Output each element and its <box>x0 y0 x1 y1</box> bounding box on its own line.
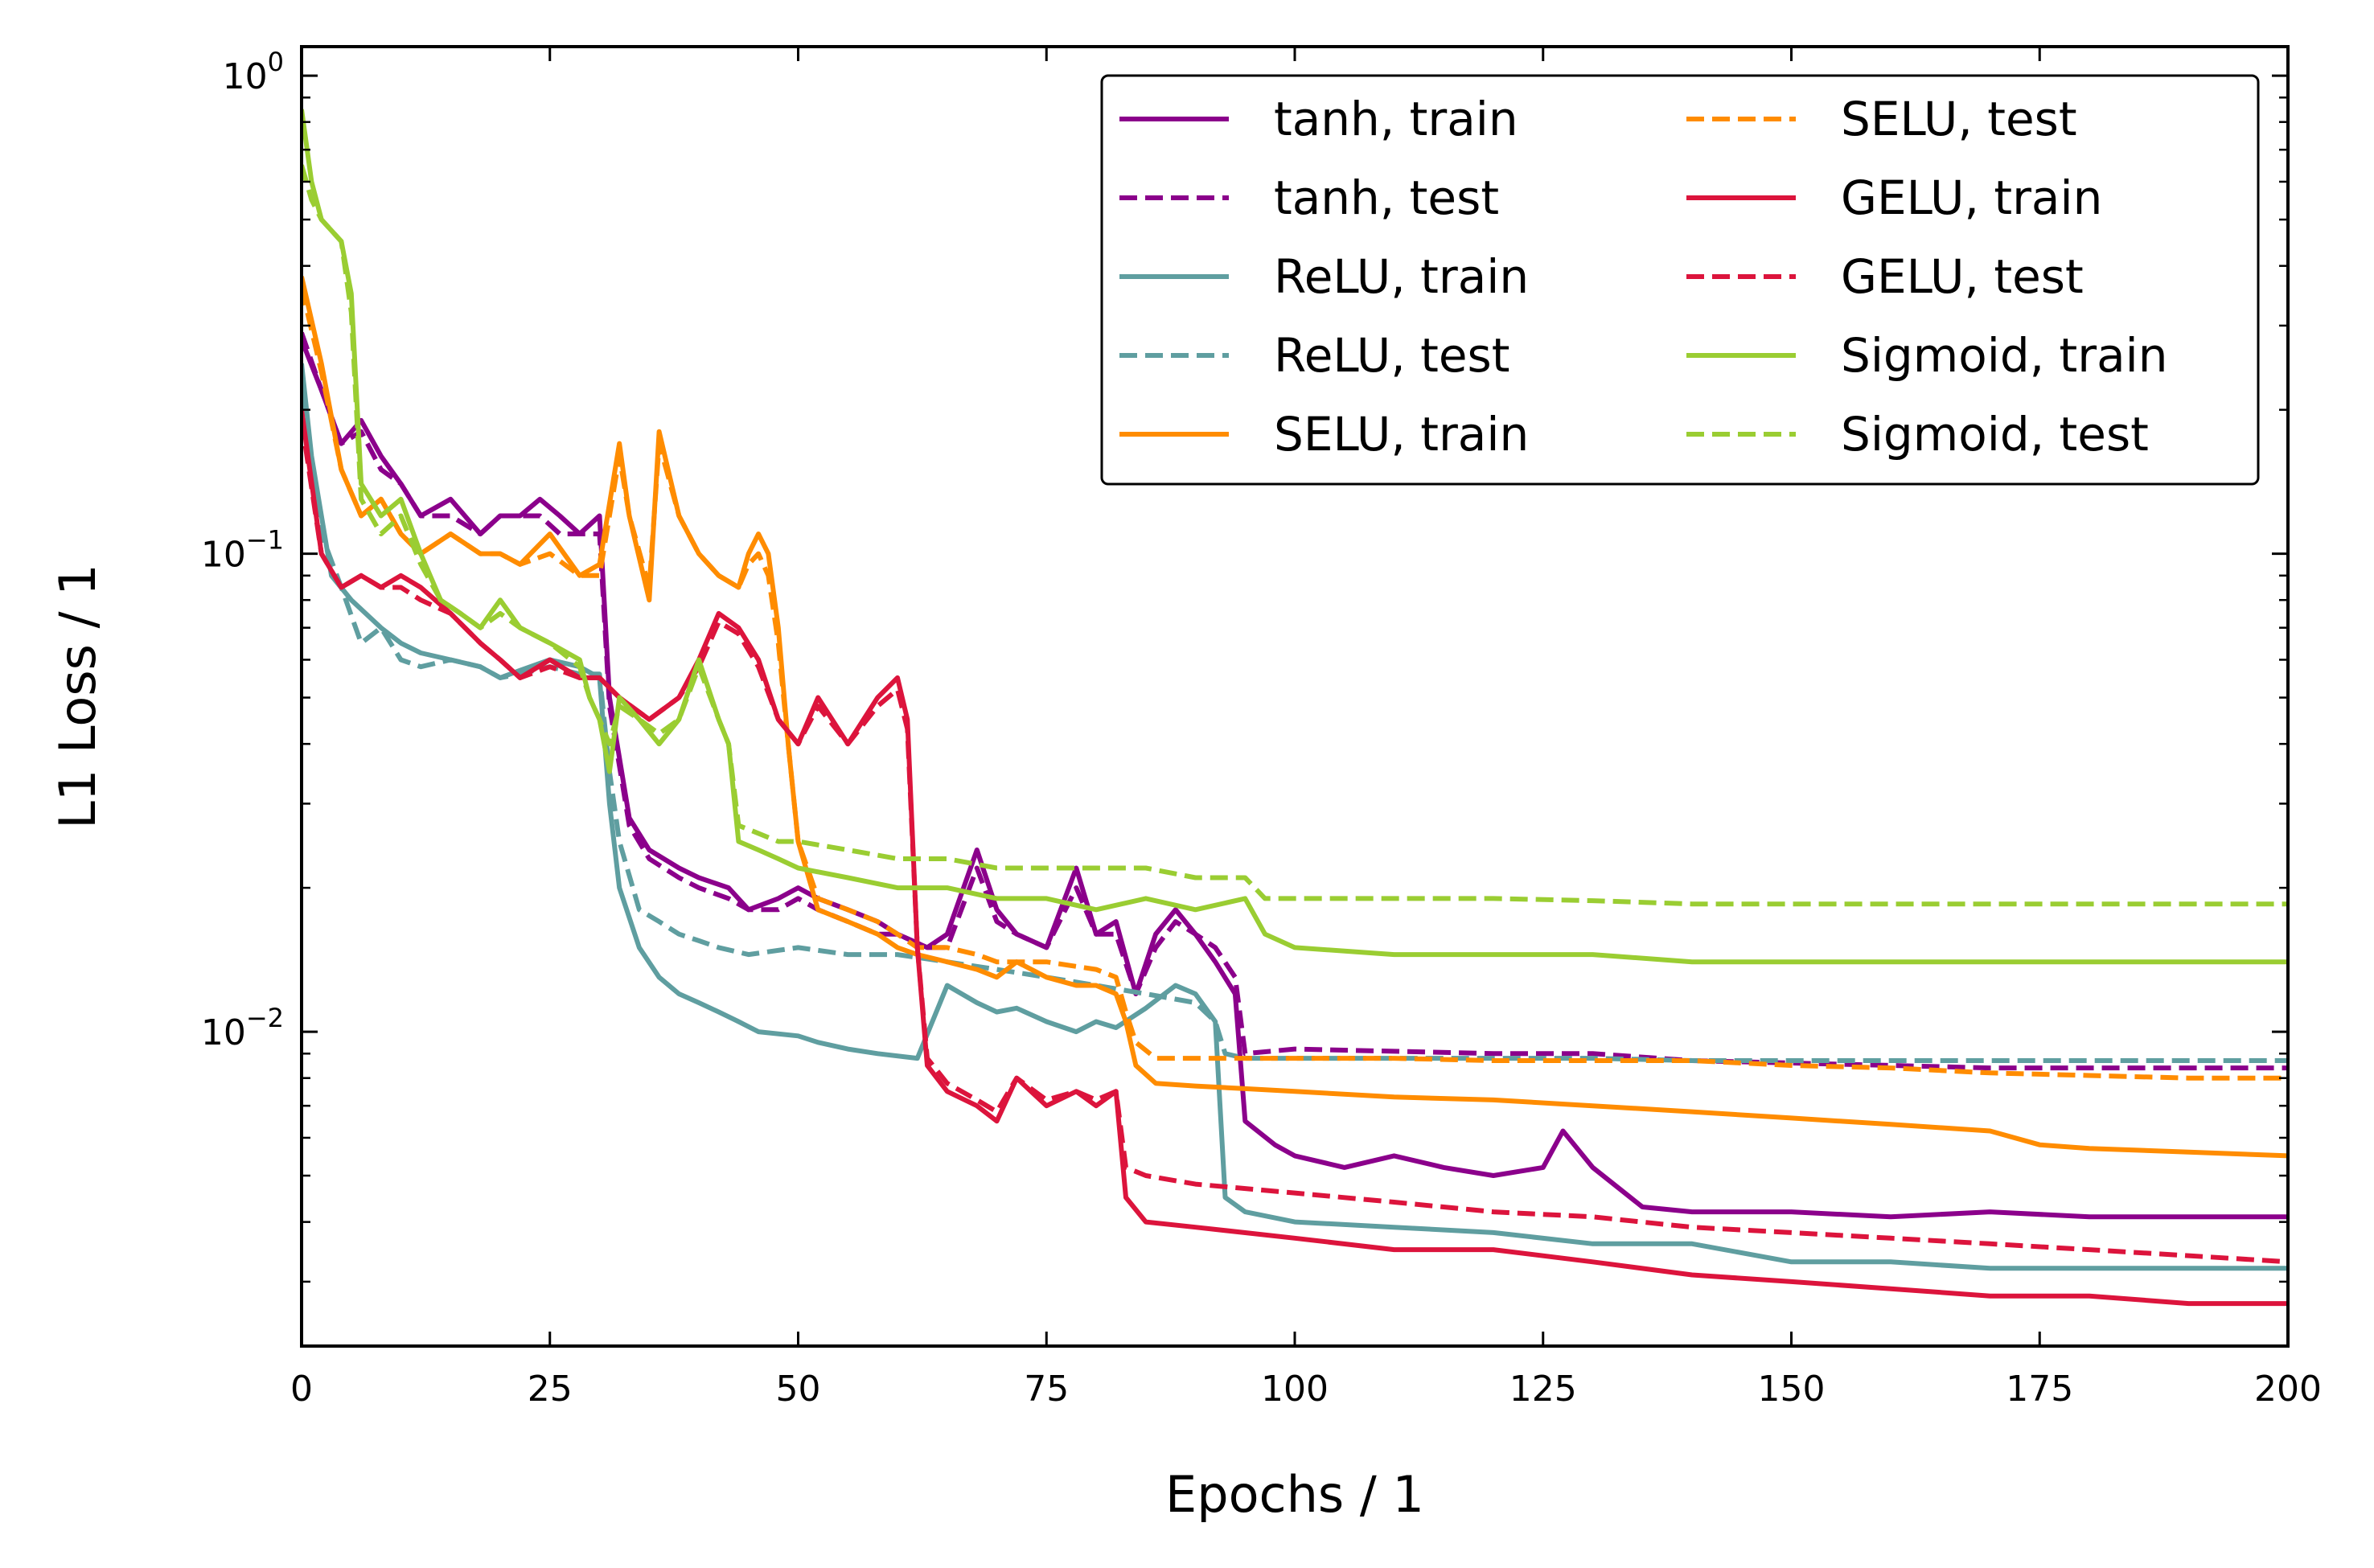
x-tick-label: 100 <box>1261 1369 1329 1410</box>
series-line-relu-test <box>302 371 2288 1063</box>
legend-frame <box>1100 74 2260 486</box>
x-tick-label: 175 <box>2006 1369 2073 1410</box>
legend-label-sigmoid-test: Sigmoid, test <box>1841 407 2149 462</box>
y-tick-label: 100 <box>223 47 284 97</box>
legend-label-sigmoid-train: Sigmoid, train <box>1841 328 2168 383</box>
y-tick-label: 10−1 <box>201 525 284 576</box>
legend-label-relu-test: ReLU, test <box>1274 328 1510 383</box>
x-tick-label: 0 <box>290 1369 313 1410</box>
y-tick-label: 10−2 <box>201 1003 284 1053</box>
series-line-tanh-test <box>302 331 2288 1071</box>
legend-label-selu-test: SELU, test <box>1841 92 2077 146</box>
series-line-selu-test <box>302 287 2288 1081</box>
x-tick-label: 75 <box>1024 1369 1069 1410</box>
x-tick-label: 25 <box>528 1369 573 1410</box>
x-tick-label: 200 <box>2254 1369 2322 1410</box>
x-tick-label: 50 <box>776 1369 821 1410</box>
legend-label-gelu-test: GELU, test <box>1841 249 2084 304</box>
x-tick-label: 150 <box>1758 1369 1826 1410</box>
y-axis-title: L1 Loss / 1 <box>48 564 107 828</box>
plot-frame <box>300 45 2290 1348</box>
legend-label-relu-train: ReLU, train <box>1274 249 1529 304</box>
series-line-selu-train <box>302 276 2288 1159</box>
x-tick-label: 125 <box>1509 1369 1577 1410</box>
series-line-gelu-test <box>302 420 2288 1265</box>
series-layer <box>302 109 2288 1307</box>
legend-label-tanh-train: tanh, train <box>1274 92 1518 146</box>
x-axis-title: Epochs / 1 <box>1165 1465 1424 1524</box>
series-line-sigmoid-test <box>302 164 2288 907</box>
legend-label-gelu-train: GELU, train <box>1841 170 2102 225</box>
legend: tanh, train tanh, test ReLU, train ReLU, te… <box>1100 74 2260 486</box>
series-line-tanh-train <box>302 339 2288 1220</box>
ticks-layer: 0 25 50 75 100 125 150 175 200 100 10−1 10−2 <box>201 47 2322 1410</box>
legend-label-selu-train: SELU, train <box>1274 407 1529 462</box>
legend-label-tanh-test: tanh, test <box>1274 170 1499 225</box>
